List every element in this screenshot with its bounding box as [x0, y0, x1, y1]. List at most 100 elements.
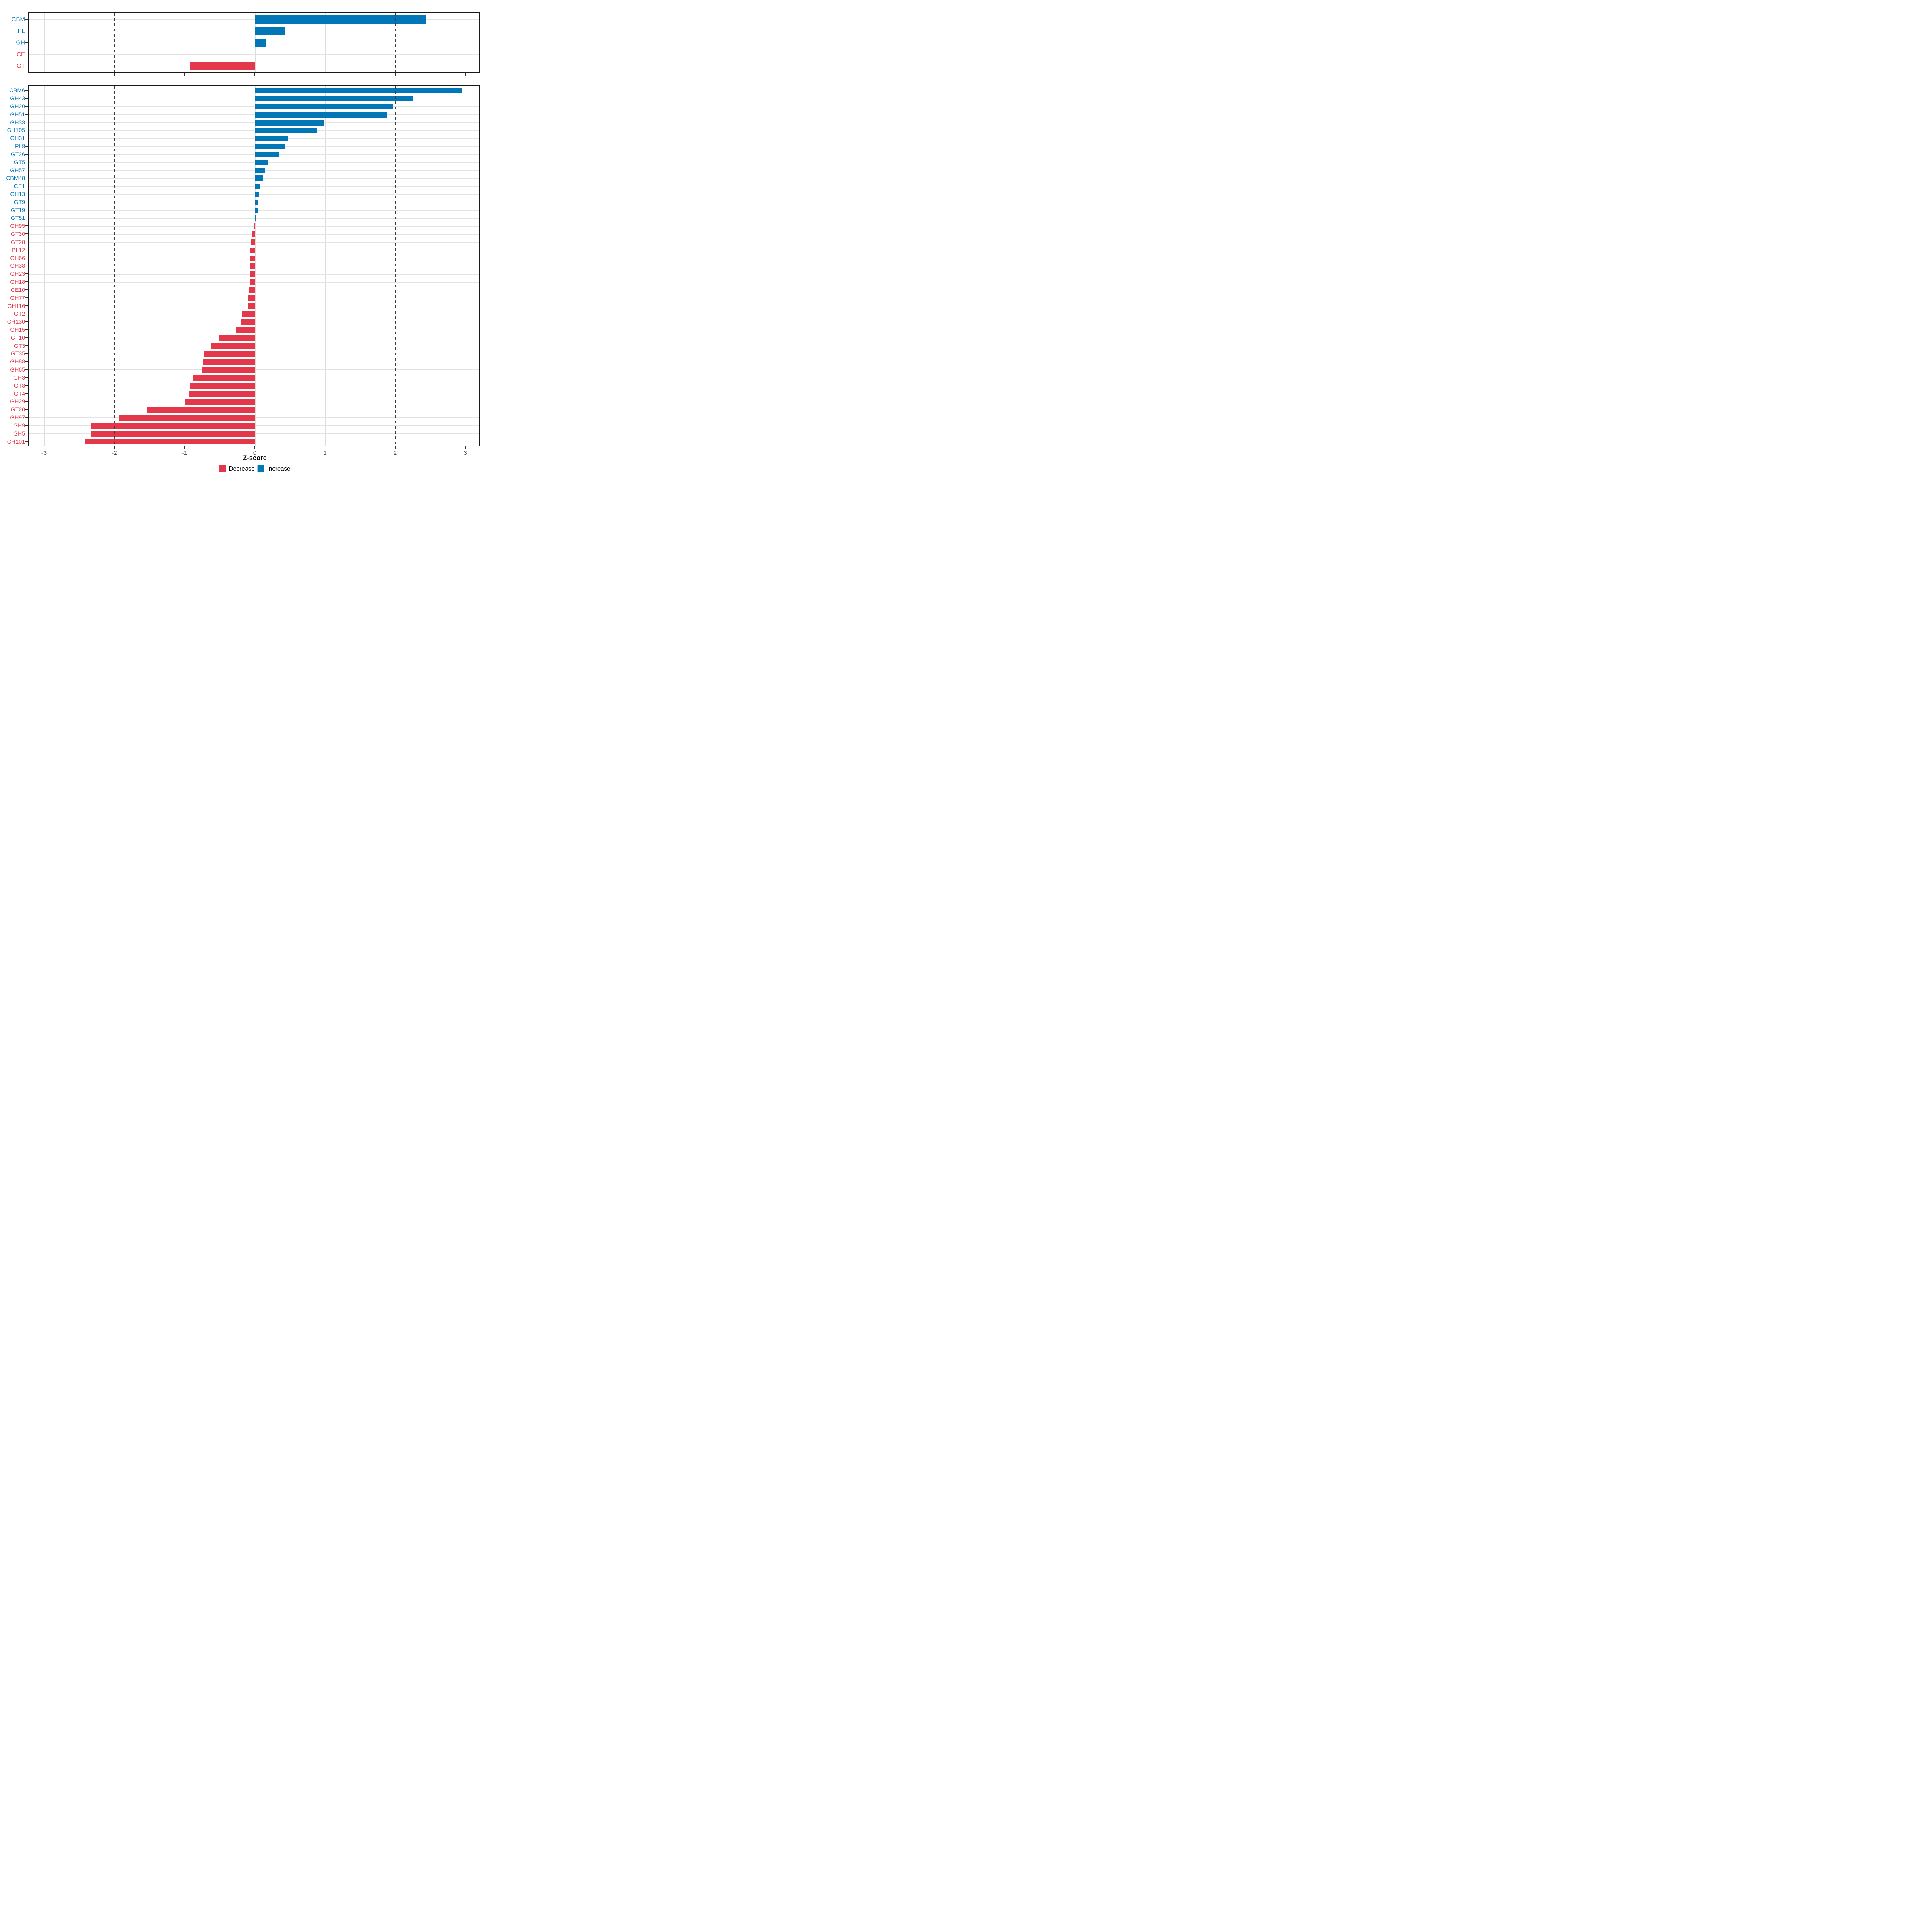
category-label-GH57: GH57 [10, 167, 25, 173]
horizontal-gridline [29, 162, 479, 163]
category-label-GH116: GH116 [7, 302, 25, 309]
category-label-GH15: GH15 [10, 326, 25, 333]
bar-GT19 [255, 207, 258, 213]
bar-GH23 [250, 271, 255, 277]
category-label-GH9: GH9 [13, 422, 25, 429]
bar-GH43 [255, 96, 413, 102]
y-axis-tick [25, 154, 28, 155]
y-axis-tick [25, 377, 28, 378]
bar-GH97 [119, 415, 255, 421]
bar-GH [255, 39, 266, 47]
x-axis-tick [324, 446, 326, 449]
category-label-GT51: GT51 [10, 215, 25, 221]
y-axis-tick [25, 305, 28, 306]
cazyme-zscore-figure: Z-score Decrease Increase CBM PL GH CE GT CBM… [0, 0, 483, 483]
category-label-GT35: GT35 [10, 350, 25, 357]
y-axis-tick [25, 98, 28, 99]
bar-CBM48 [255, 175, 263, 182]
category-label-CE1: CE1 [14, 183, 25, 190]
y-axis-tick [25, 233, 28, 234]
x-axis-tick [254, 446, 255, 449]
y-axis-tick [25, 297, 28, 298]
bar-GH9 [91, 423, 255, 429]
category-label-GT9: GT9 [14, 198, 25, 205]
x-axis-tick [465, 73, 466, 76]
dashed-threshold-line [114, 86, 115, 446]
y-axis-tick [25, 441, 28, 442]
bar-GH29 [185, 399, 255, 405]
x-tick-label: -2 [111, 450, 117, 457]
y-axis-tick [25, 353, 28, 354]
bar-PL12 [250, 247, 255, 253]
horizontal-gridline [29, 114, 479, 115]
bar-GH88 [203, 359, 255, 365]
category-label-GH65: GH65 [10, 366, 25, 373]
category-label-GH130: GH130 [7, 318, 25, 325]
x-axis-tick [395, 73, 396, 76]
horizontal-gridline [29, 19, 479, 20]
bar-GH101 [84, 439, 255, 445]
x-tick-label: 3 [464, 450, 467, 457]
y-axis-tick [25, 329, 28, 330]
category-label-GH3: GH3 [13, 374, 25, 381]
y-axis-tick [25, 409, 28, 410]
bar-GT8 [190, 383, 255, 389]
bar-GH65 [202, 367, 255, 373]
vertical-gridline [255, 86, 256, 446]
category-label-GT10: GT10 [10, 334, 25, 341]
vertical-gridline [325, 12, 326, 72]
x-axis-tick [254, 73, 255, 76]
x-tick-label: -1 [182, 450, 188, 457]
category-label-GT20: GT20 [10, 406, 25, 413]
vertical-gridline [44, 86, 45, 446]
bar-GH15 [236, 327, 255, 333]
horizontal-gridline [29, 218, 479, 219]
bar-CE10 [249, 287, 255, 293]
dashed-threshold-line [114, 12, 115, 72]
bar-GH77 [248, 295, 255, 301]
horizontal-gridline [29, 138, 479, 139]
bar-PL [255, 27, 285, 36]
bar-GT20 [146, 407, 255, 413]
y-axis-tick [25, 161, 28, 163]
horizontal-gridline [29, 170, 479, 171]
horizontal-gridline [29, 154, 479, 155]
bar-GH38 [250, 263, 255, 269]
category-label-GH66: GH66 [10, 254, 25, 261]
horizontal-gridline [29, 186, 479, 187]
bar-CE1 [255, 184, 260, 190]
category-label-GH33: GH33 [10, 119, 25, 126]
horizontal-gridline [29, 122, 479, 123]
category-label-GH101: GH101 [7, 438, 25, 445]
y-axis-tick [25, 130, 28, 131]
horizontal-gridline [29, 106, 479, 107]
dashed-threshold-line [395, 12, 396, 72]
bar-GH66 [250, 255, 255, 261]
bar-GT10 [219, 335, 255, 341]
y-axis-tick [25, 385, 28, 386]
x-tick-label: 1 [323, 450, 327, 457]
y-axis-tick [25, 401, 28, 402]
category-label-GT30: GT30 [10, 231, 25, 237]
y-axis-tick [25, 425, 28, 426]
x-tick-label: -3 [41, 450, 47, 457]
category-label-GH20: GH20 [10, 103, 25, 109]
y-axis-tick [25, 209, 28, 211]
horizontal-gridline [29, 210, 479, 211]
x-axis-tick [465, 446, 466, 449]
bar-GH20 [255, 103, 393, 109]
x-tick-label: 0 [253, 450, 257, 457]
bar-CBM [255, 15, 426, 24]
category-label-GH38: GH38 [10, 262, 25, 269]
x-axis-tick [184, 446, 185, 449]
x-axis-tick [114, 446, 115, 449]
bar-GT28 [251, 239, 255, 245]
category-label-GH51: GH51 [10, 111, 25, 118]
horizontal-gridline [29, 146, 479, 147]
y-axis-tick [25, 217, 28, 219]
y-axis-tick [25, 361, 28, 362]
category-label-CBM48: CBM48 [6, 175, 25, 182]
x-axis-tick [184, 73, 185, 76]
x-tick-label: 2 [393, 450, 397, 457]
y-axis-tick [25, 106, 28, 107]
